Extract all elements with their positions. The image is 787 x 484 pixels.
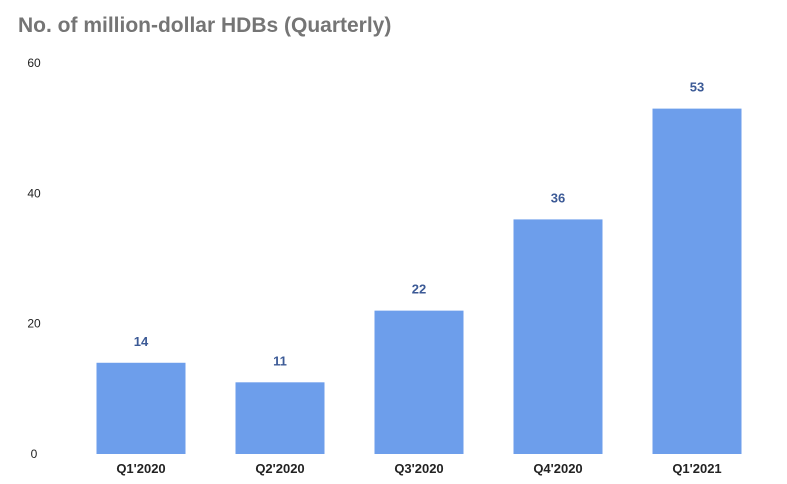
chart-title: No. of million-dollar HDBs (Quarterly) [18, 14, 392, 37]
data-labels-group: 14 11 22 36 53 [134, 80, 704, 369]
x-tick-label: Q1'2021 [672, 461, 721, 476]
y-axis: 0 20 40 60 [27, 56, 41, 461]
y-tick-label: 20 [27, 317, 41, 331]
data-label: 14 [134, 334, 149, 349]
data-label: 53 [690, 80, 704, 95]
bar-q1-2021 [652, 108, 742, 454]
x-tick-label: Q2'2020 [255, 461, 304, 476]
y-tick-label: 40 [27, 186, 41, 200]
x-tick-label: Q3'2020 [394, 461, 443, 476]
bars-group [96, 108, 742, 454]
bar-q4-2020 [513, 219, 603, 454]
data-label: 22 [412, 282, 426, 297]
x-tick-label: Q4'2020 [533, 461, 582, 476]
data-label: 11 [273, 353, 287, 368]
y-tick-label: 60 [27, 56, 41, 70]
bar-q2-2020 [235, 382, 325, 454]
x-axis: Q1'2020 Q2'2020 Q3'2020 Q4'2020 Q1'2021 [116, 461, 721, 476]
x-tick-label: Q1'2020 [116, 461, 165, 476]
data-label: 36 [551, 190, 565, 205]
bar-q3-2020 [374, 310, 464, 454]
bar-q1-2020 [96, 362, 186, 454]
y-tick-label: 0 [31, 447, 38, 461]
